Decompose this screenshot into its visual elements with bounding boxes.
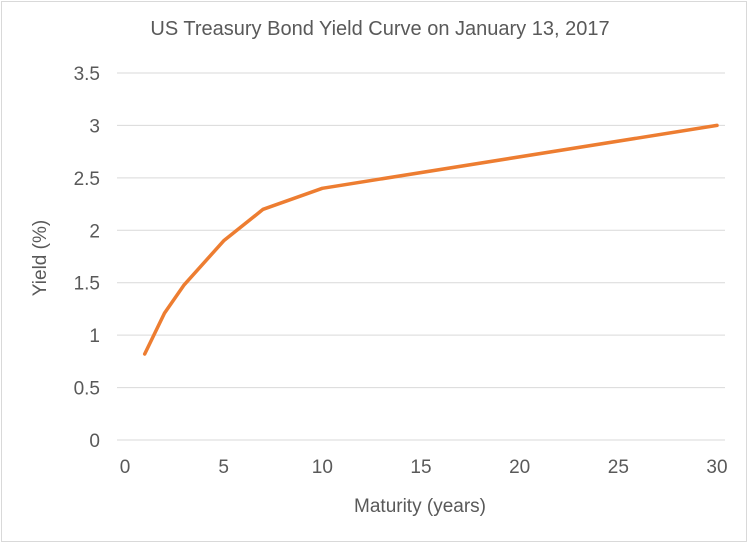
y-axis-title: Yield (%) <box>30 220 51 296</box>
x-tick-label: 5 <box>218 457 229 478</box>
chart-title: US Treasury Bond Yield Curve on January … <box>150 18 609 40</box>
y-tick-label: 0 <box>89 431 100 452</box>
y-tick-label: 1.5 <box>74 274 100 295</box>
x-tick-label: 10 <box>312 457 333 478</box>
x-axis-title: Maturity (years) <box>354 496 486 517</box>
y-axis-ticks: 0 0.5 1 1.5 2 2.5 3 3.5 <box>74 64 100 452</box>
yield-series-line <box>142 123 719 356</box>
y-tick-label: 3.5 <box>74 64 100 85</box>
x-tick-label: 15 <box>410 457 431 478</box>
gridlines <box>117 72 725 441</box>
x-tick-label: 0 <box>120 457 131 478</box>
y-tick-label: 2 <box>89 221 100 242</box>
y-tick-label: 0.5 <box>74 379 100 400</box>
y-tick-label: 3 <box>89 116 100 137</box>
series-layer <box>142 123 719 356</box>
y-tick-label: 1 <box>89 326 100 347</box>
x-tick-label: 30 <box>706 457 727 478</box>
x-axis-ticks: 0 5 10 15 20 25 30 <box>120 457 728 478</box>
y-tick-label: 2.5 <box>74 169 100 190</box>
x-tick-label: 25 <box>608 457 629 478</box>
x-tick-label: 20 <box>509 457 530 478</box>
